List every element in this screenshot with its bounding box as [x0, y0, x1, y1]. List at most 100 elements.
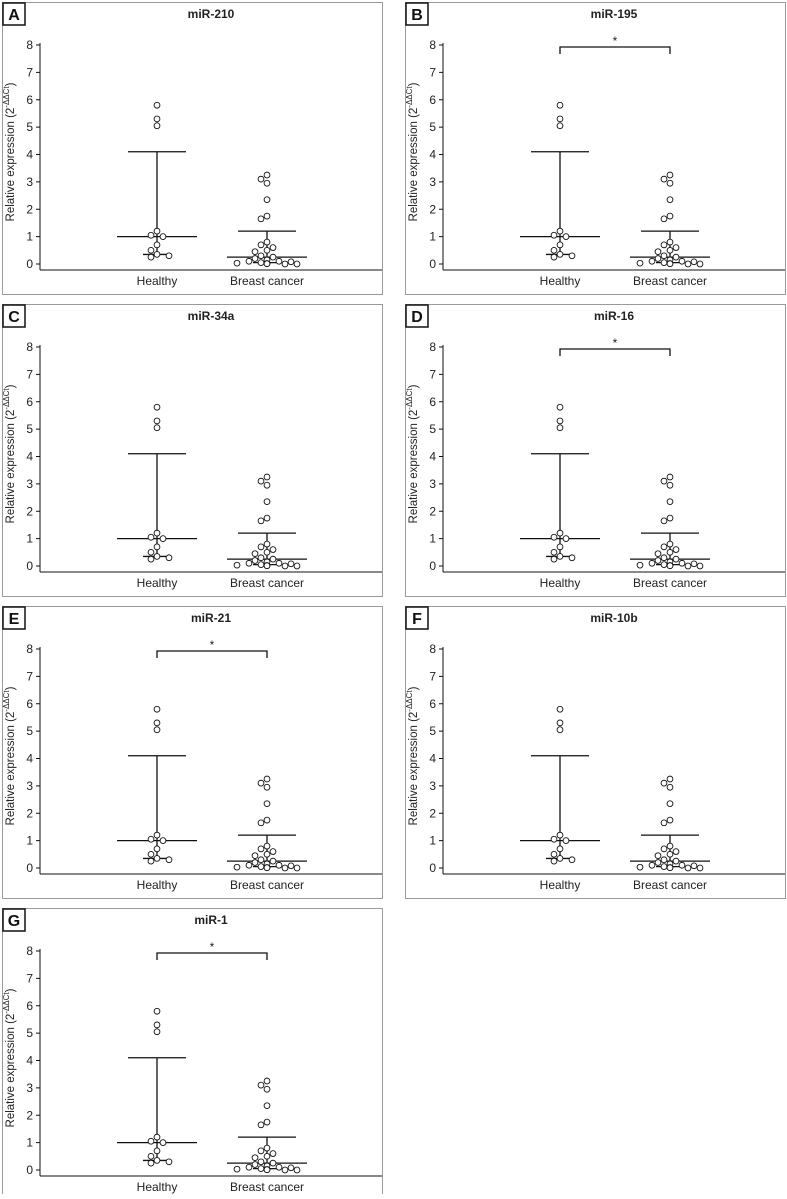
- data-point: [672, 244, 680, 251]
- series-healthy: [520, 403, 600, 563]
- y-axis-label-close: ): [408, 82, 420, 86]
- y-tick-label: 3: [26, 1081, 33, 1095]
- x-category-label: Healthy: [540, 576, 581, 590]
- y-tick-label: 2: [26, 806, 33, 820]
- data-point: [165, 252, 173, 260]
- data-point: [666, 260, 674, 268]
- x-category-label: Breast cancer: [230, 878, 304, 892]
- y-tick-label: 1: [26, 532, 33, 546]
- series-breast-cancer: [227, 171, 307, 268]
- panel-letter: A: [8, 7, 20, 24]
- y-tick-label: 1: [26, 1136, 33, 1150]
- data-point: [147, 555, 155, 563]
- panel-title: miR-34a: [188, 309, 235, 323]
- data-point: [568, 856, 576, 864]
- data-point: [672, 555, 680, 563]
- data-point: [556, 122, 564, 130]
- y-tick-label: 1: [26, 230, 33, 244]
- data-point: [666, 514, 674, 522]
- data-point: [263, 1166, 271, 1174]
- data-point: [147, 533, 155, 541]
- data-point: [696, 260, 704, 268]
- data-point: [147, 253, 155, 261]
- data-point: [654, 248, 662, 256]
- data-point: [263, 850, 271, 858]
- data-point: [562, 233, 570, 240]
- y-tick-label: 5: [26, 1026, 33, 1040]
- data-point: [556, 417, 564, 425]
- data-point: [550, 555, 558, 563]
- data-point: [153, 241, 161, 249]
- y-tick-label: 3: [429, 477, 436, 491]
- data-point: [153, 553, 161, 560]
- data-point: [257, 1147, 265, 1155]
- data-point: [257, 175, 265, 183]
- data-point: [654, 859, 662, 866]
- data-point: [672, 857, 680, 865]
- data-point: [263, 179, 271, 187]
- data-point: [251, 248, 259, 256]
- data-point: [660, 215, 668, 223]
- panel-title: miR-10b: [590, 611, 637, 625]
- x-category-label: Healthy: [540, 274, 581, 288]
- data-point: [257, 1121, 265, 1129]
- panel-title: miR-210: [188, 7, 235, 21]
- data-point: [251, 557, 259, 564]
- series-breast-cancer: [630, 171, 710, 268]
- data-point: [275, 559, 283, 567]
- data-point: [263, 548, 271, 556]
- data-point: [153, 115, 161, 123]
- data-point: [666, 783, 674, 791]
- panel-letter-box: [405, 606, 429, 630]
- data-point: [684, 864, 692, 872]
- data-point: [263, 816, 271, 824]
- data-point: [263, 498, 271, 506]
- data-point: [263, 1077, 271, 1085]
- panel-frame: [2, 2, 383, 295]
- data-point: [690, 560, 698, 568]
- series-healthy: [520, 705, 600, 865]
- y-tick-label: 4: [26, 148, 33, 162]
- panel-letter-box: [405, 2, 429, 26]
- data-point: [153, 855, 161, 862]
- data-point: [269, 546, 277, 553]
- y-tick-label: 4: [26, 1054, 33, 1068]
- y-axis-label: Relative expression (2-ΔΔCt): [405, 82, 420, 221]
- y-tick-label: 6: [26, 697, 33, 711]
- data-point: [666, 562, 674, 570]
- y-tick-label: 6: [26, 999, 33, 1013]
- data-point: [556, 251, 564, 258]
- data-point: [648, 861, 656, 869]
- data-point: [153, 1133, 161, 1141]
- data-point: [690, 862, 698, 870]
- data-point: [257, 1165, 265, 1172]
- data-point: [263, 196, 271, 204]
- y-axis-label: Relative expression (2-ΔΔCt): [405, 686, 420, 825]
- data-point: [233, 561, 241, 569]
- data-point: [257, 259, 265, 266]
- data-point: [153, 251, 161, 258]
- series-healthy: [117, 101, 197, 261]
- y-tick-label: 7: [429, 669, 436, 683]
- data-point: [660, 819, 668, 827]
- y-axis-label: Relative expression (2-ΔΔCt): [2, 384, 17, 523]
- data-point: [251, 852, 259, 860]
- data-point: [257, 1158, 265, 1166]
- y-axis-label-close: ): [408, 686, 420, 690]
- y-axis-label-text: Relative expression (2: [5, 1014, 17, 1128]
- data-point: [251, 1161, 259, 1168]
- data-point: [147, 857, 155, 865]
- panel-letter: D: [411, 309, 423, 326]
- y-tick-label: 4: [429, 450, 436, 464]
- data-point: [556, 543, 564, 551]
- data-point: [269, 244, 277, 251]
- data-point: [147, 246, 155, 254]
- y-axis-label-close: ): [5, 384, 17, 388]
- panel-letter-box: [2, 304, 26, 328]
- y-tick-label: 4: [26, 752, 33, 766]
- data-point: [257, 252, 265, 260]
- y-tick-label: 8: [429, 642, 436, 656]
- data-point: [257, 554, 265, 562]
